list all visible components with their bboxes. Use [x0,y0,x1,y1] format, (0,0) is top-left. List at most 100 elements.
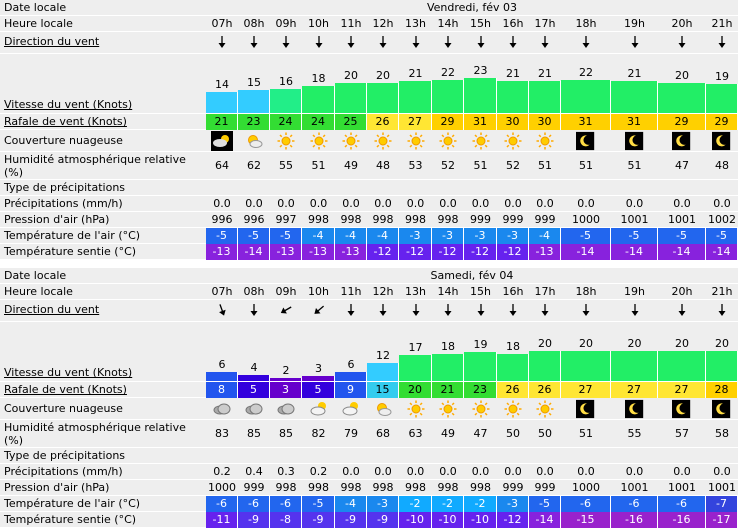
wind-direction-cell [497,300,529,322]
pressure-cell: 996 [211,213,233,226]
wind-speed-value: 20 [675,69,689,82]
row-label-direction[interactable]: Direction du vent [4,35,100,48]
sun-icon [439,400,457,418]
pressure-cell: 998 [275,481,297,494]
wind-arrow-icon [313,305,324,314]
temperature-cell: -3 [432,228,464,244]
gust-cell: 27 [658,382,706,398]
row-label-precip: Précipitations (mm/h) [4,465,123,478]
pressure-cell: 999 [534,213,556,226]
wind-speed-value: 19 [473,338,488,351]
sun-icon [374,132,392,150]
hour-cell: 19h [624,17,645,30]
pressure-cell: 998 [308,213,329,226]
cloud-cell [658,398,706,420]
wind-direction-cell [206,300,238,322]
humidity-cell: 49 [441,427,455,440]
gust-cell: 30 [497,114,529,130]
wind-speed-value: 20 [715,337,729,350]
wind-direction-cell [432,32,464,54]
row-direction: Direction du vent [0,300,738,322]
wind-direction-cell [529,300,561,322]
wind-speed-value: 20 [579,337,593,350]
row-feels: Température sentie (°C) -11 -9 -8 -9 -9 -9 -10-… [0,512,738,528]
wind-direction-cell [367,300,399,322]
temperature-cell: -3 [497,496,529,512]
wind-arrow-icon [250,36,258,48]
wind-speed-value: 2 [282,364,290,377]
gust-cell: 30 [529,114,561,130]
cloud-cell [611,398,658,420]
cloud-cell [367,130,399,152]
temperature-cell: -2 [399,496,432,512]
pressure-cell: 998 [372,481,394,494]
row-precip: Précipitations (mm/h) 0.0 0.0 0.0 0.0 0.0 0.0 0… [0,196,738,212]
pressure-cell: 997 [275,213,297,226]
feels-like-cell: -14 [561,244,611,260]
moon-icon [672,399,691,419]
gust-cell: 15 [367,382,399,398]
temperature-cell: -5 [238,228,270,244]
row-label-gust[interactable]: Rafale de vent (Knots) [4,383,127,396]
sun-icon [504,400,522,418]
hour-cell: 21h [711,285,733,298]
gust-cell: 26 [529,382,561,398]
hour-cell: 08h [243,17,265,30]
hour-cell: 09h [275,17,297,30]
wind-arrow-icon [218,36,226,48]
feels-like-cell: -11 [206,512,238,528]
gust-cell: 5 [302,382,335,398]
row-date: Date locale Vendredi, fév 03 [0,0,738,16]
temperature-cell: -5 [529,496,561,512]
precip-cell: 0.0 [713,465,731,478]
moon-icon [576,131,595,151]
row-feels: Température sentie (°C) -13 -14 -13 -13 -13 -1… [0,244,738,260]
cloudy-icon [213,403,231,415]
temperature-cell: -5 [270,228,302,244]
row-label-direction[interactable]: Direction du vent [4,303,100,316]
wind-arrow-icon [631,36,638,48]
moon-icon [576,399,595,419]
sun-icon [472,400,489,418]
row-label-speed[interactable]: Vitesse du vent (Knots) [4,98,133,111]
sun-icon [536,400,554,418]
wind-arrow-icon [347,304,355,316]
humidity-cell: 47 [675,159,689,172]
temperature-cell: -6 [561,496,611,512]
sun-icon [277,132,295,150]
feels-like-cell: -9 [302,512,335,528]
wind-speed-value: 21 [627,67,642,80]
wind-speed-bar [335,372,367,381]
precip-cell: 0.4 [245,465,263,478]
feels-like-cell: -10 [432,512,464,528]
temperature-cell: -4 [335,496,367,512]
pressure-cell: 999 [502,213,524,226]
feels-like-cell: -13 [206,244,238,260]
row-cloud: Couverture nuageuse [0,398,738,420]
humidity-cell: 51 [473,159,488,172]
wind-arrow-icon [718,304,726,316]
wind-arrow-icon [379,304,387,316]
pressure-cell: 996 [243,213,265,226]
wind-arrow-icon [347,36,355,48]
pressure-cell: 998 [340,213,362,226]
wind-speed-bar [432,80,464,113]
pressure-cell: 998 [405,481,426,494]
hour-cell: 11h [340,285,362,298]
row-speed: Vitesse du vent (Knots) 14 15 16 18 20 20 21 22 2… [0,54,738,114]
wind-speed-value: 12 [376,349,390,362]
row-gust: Rafale de vent (Knots) 21 23 24 24 25 26 27 29 31… [0,114,738,130]
sun-icon [472,132,489,150]
row-humidity: Humidité atmosphérique relative (%) 64 62 5… [0,152,738,180]
row-label-gust[interactable]: Rafale de vent (Knots) [4,115,127,128]
hour-cell: 09h [275,285,297,298]
row-label-speed[interactable]: Vitesse du vent (Knots) [4,366,133,379]
precip-cell: 0.0 [673,465,691,478]
wind-arrow-icon [541,304,549,316]
wind-speed-bar [399,81,432,113]
humidity-cell: 50 [538,427,552,440]
feels-like-cell: -12 [497,244,529,260]
gust-cell: 29 [706,114,738,130]
gust-cell: 8 [206,382,238,398]
